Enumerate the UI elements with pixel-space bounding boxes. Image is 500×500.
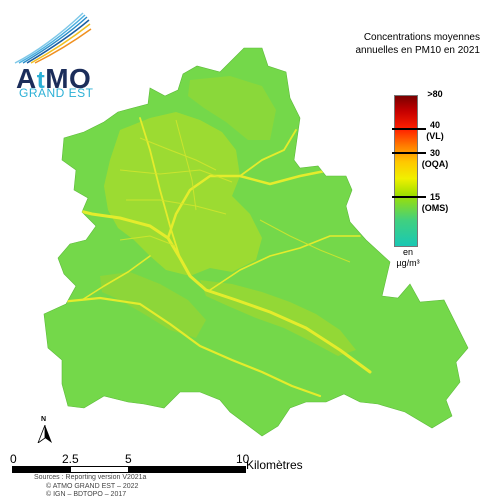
scale-label-2-5: 2.5	[62, 452, 79, 466]
source-line-1: Sources : Reporting version V2021a	[34, 474, 147, 481]
legend-label-vl: 40 (VL)	[426, 120, 444, 141]
north-label: N	[41, 416, 47, 423]
scale-segment-1	[12, 466, 72, 473]
legend-label-oms: 15 (OMS)	[421, 192, 449, 213]
urban-area-east	[200, 280, 356, 356]
legend-unit: en µg/m³	[396, 247, 420, 268]
tick-vl	[392, 128, 426, 130]
scale-bar: 0 2.5 5 10 Kilomètres	[10, 450, 330, 475]
street-1	[119, 169, 233, 183]
street-3	[139, 137, 217, 171]
street-4	[175, 119, 197, 211]
color-scale	[394, 95, 418, 247]
scale-segment-2	[70, 466, 130, 473]
logo-wordmark: AtMO	[16, 63, 92, 94]
atmo-grand-est-logo: AtMO GRAND EST	[5, 5, 97, 100]
scale-label-10: 10	[236, 452, 250, 466]
urban-area	[104, 112, 262, 276]
north-arrow: N	[37, 416, 53, 444]
street-2	[126, 199, 227, 215]
scale-segment-3	[128, 466, 246, 473]
scale-label-0: 0	[10, 452, 17, 466]
road-east	[239, 129, 297, 177]
road-south	[58, 296, 322, 398]
legend-label-oqa: 30 (OQA)	[421, 148, 449, 169]
road-north	[139, 117, 181, 259]
legend: >80 40 (VL) 30 (OQA) 15 (OMS) en µg/m³	[380, 89, 500, 270]
scale-unit: Kilomètres	[246, 458, 303, 472]
street-6	[259, 219, 351, 263]
legend-label-max: >80	[427, 89, 443, 99]
road-southeast	[209, 235, 361, 291]
tick-oqa	[392, 152, 426, 154]
road-southwest	[81, 255, 151, 301]
scale-label-5: 5	[125, 452, 132, 466]
source-line-2: © ATMO GRAND EST – 2022	[46, 482, 139, 490]
tick-oms	[392, 196, 426, 198]
logo-subtitle: GRAND EST	[19, 86, 94, 100]
north-arrow-icon	[37, 425, 52, 443]
sources: Sources : Reporting version V2021a © ATM…	[34, 474, 234, 500]
urban-area-north	[188, 76, 276, 140]
urban-area-south	[100, 272, 206, 338]
street-5	[119, 235, 177, 247]
atmo-swoosh-icon	[14, 12, 92, 64]
map-title: Concentrations moyennes annuelles en PM1…	[355, 32, 480, 56]
source-line-3: © IGN – BDTOPO – 2017	[46, 491, 127, 498]
road-a4-west	[58, 204, 372, 374]
